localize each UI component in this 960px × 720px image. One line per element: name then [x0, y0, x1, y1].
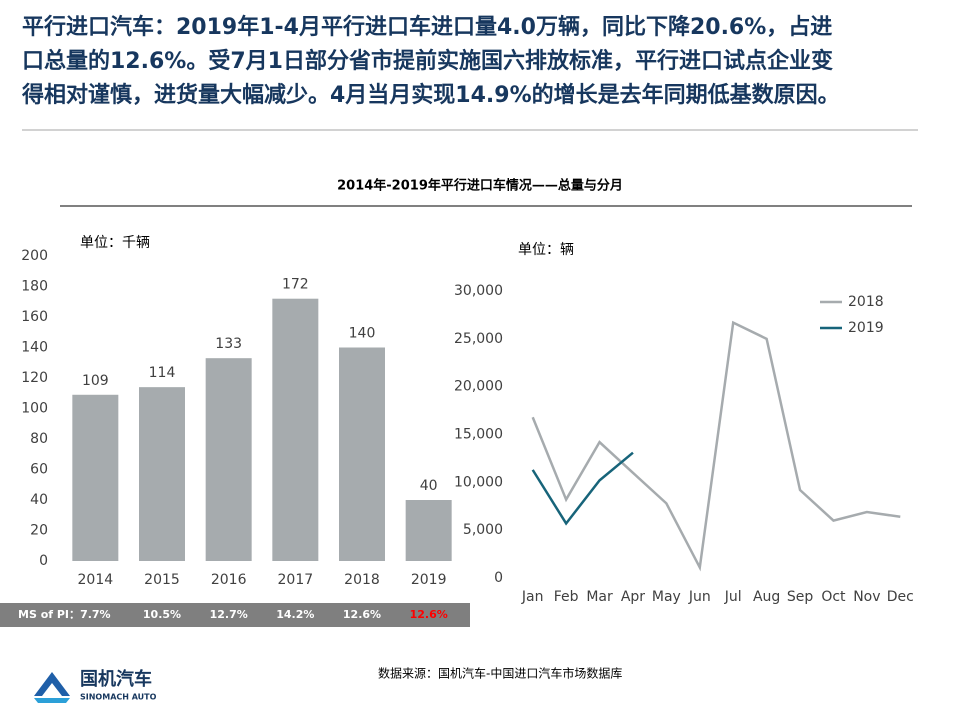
series-line [531, 451, 634, 526]
header-line: 得相对谨慎，进货量大幅减少。4月当月实现14.9%的增长是去年同期低基数原因。 [21, 82, 840, 108]
ms-value: 12.6% [343, 608, 381, 621]
ms-value: 12.7% [210, 608, 248, 621]
bar [405, 500, 452, 561]
legend-label: 2019 [848, 320, 884, 336]
value-label: 109 [82, 373, 109, 389]
y-tick-label: 120 [21, 370, 48, 386]
logo-name: 国机汽车 [80, 668, 152, 690]
value-label: 40 [420, 478, 438, 494]
y-tick-label: 60 [30, 462, 48, 478]
logo-sub: SINOMACH AUTO [80, 693, 157, 702]
value-label: 114 [149, 365, 176, 381]
logo-mark [34, 698, 70, 703]
x-tick-label: 2014 [78, 572, 114, 588]
header-line: 口总量的12.6%。受7月1日部分省市提前实施国六排放标准，平行进口试点企业变 [22, 48, 833, 74]
value-label: 140 [349, 326, 376, 342]
y-tick-label: 10,000 [454, 474, 503, 490]
x-tick-label: Feb [554, 589, 579, 605]
x-tick-label: Sep [787, 589, 814, 605]
y-tick-label: 40 [30, 492, 48, 508]
value-label: 172 [282, 277, 309, 293]
x-tick-label: Jan [521, 589, 544, 605]
ms-value: 14.2% [276, 608, 314, 621]
ms-value: 12.6% [410, 608, 448, 621]
x-tick-label: Aug [753, 589, 780, 605]
series-line [531, 320, 901, 572]
bar [205, 358, 252, 561]
x-tick-label: Mar [586, 589, 613, 605]
ms-band [0, 603, 470, 627]
y-tick-label: 20 [30, 523, 48, 539]
bar [72, 394, 119, 561]
logo-mark [34, 672, 70, 696]
bar [339, 347, 385, 561]
y-tick-label: 25,000 [454, 331, 503, 347]
x-tick-label: Nov [853, 589, 880, 605]
bar [272, 298, 319, 561]
section-title: 2014年-2019年平行进口车情况——总量与分月 [337, 178, 623, 194]
y-tick-label: 80 [30, 431, 48, 447]
x-tick-label: Apr [621, 589, 645, 605]
x-tick-label: 2018 [344, 572, 380, 588]
x-tick-label: Jun [688, 589, 711, 605]
y-tick-label: 5,000 [463, 522, 503, 538]
unit-label: 单位：辆 [518, 242, 574, 258]
bar [139, 387, 185, 561]
y-tick-label: 20,000 [454, 379, 503, 395]
y-tick-label: 100 [21, 401, 48, 417]
value-label: 133 [215, 336, 242, 352]
unit-label: 单位：千辆 [80, 235, 150, 251]
legend-label: 2018 [848, 294, 884, 310]
ms-value: 7.7% [80, 608, 111, 621]
y-tick-label: 0 [39, 553, 48, 569]
x-tick-label: 2017 [278, 572, 314, 588]
x-tick-label: 2016 [211, 572, 247, 588]
x-tick-label: Dec [887, 589, 914, 605]
y-tick-label: 30,000 [454, 283, 503, 299]
ms-label: MS of PI： [18, 608, 80, 621]
ms-value: 10.5% [143, 608, 181, 621]
x-tick-label: May [652, 589, 681, 605]
x-tick-label: 2015 [144, 572, 180, 588]
y-tick-label: 140 [21, 340, 48, 356]
x-tick-label: Oct [821, 589, 846, 605]
y-tick-label: 160 [21, 309, 48, 325]
source: 数据来源：国机汽车-中国进口汽车市场数据库 [378, 666, 622, 681]
header-line: 平行进口汽车：2019年1-4月平行进口车进口量4.0万辆，同比下降20.6%，… [22, 14, 832, 40]
y-tick-label: 180 [21, 279, 48, 295]
x-tick-label: Jul [724, 589, 742, 605]
y-tick-label: 200 [21, 248, 48, 264]
x-tick-label: 2019 [411, 572, 447, 588]
y-tick-label: 0 [494, 570, 503, 586]
y-tick-label: 15,000 [454, 427, 503, 443]
logo: 国机汽车 SINOMACH AUTO [34, 668, 157, 703]
